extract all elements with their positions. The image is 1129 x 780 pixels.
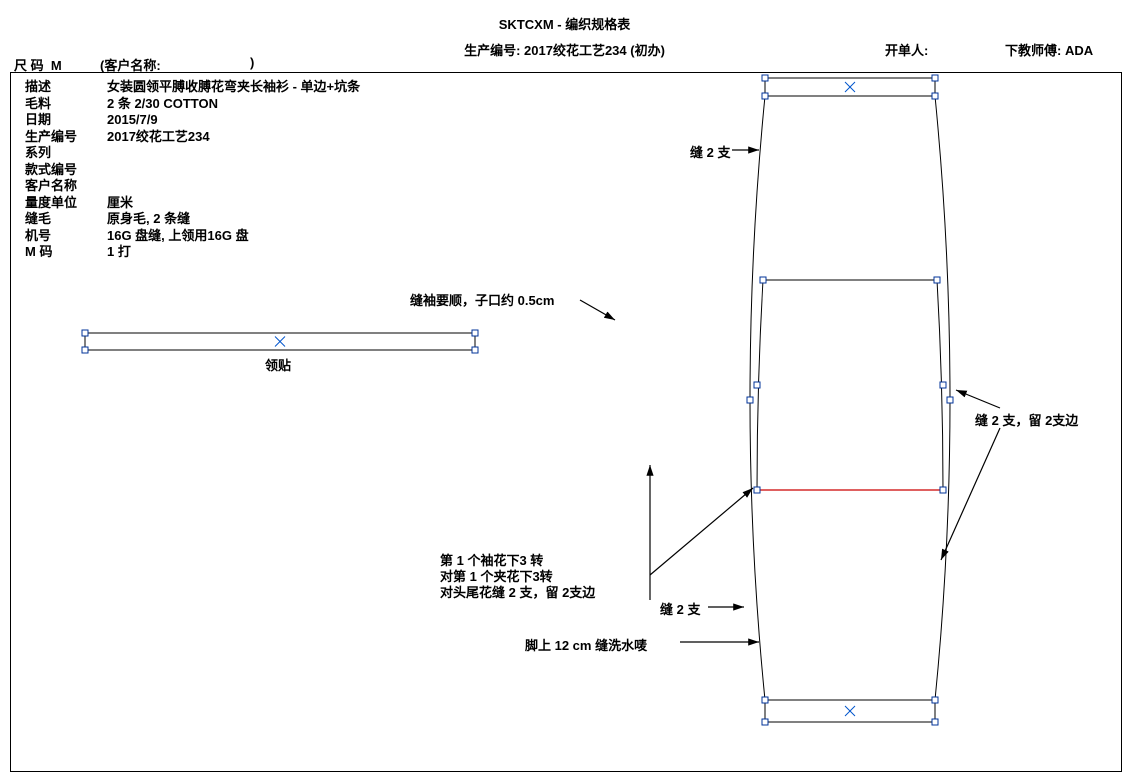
collar-label: 领贴 (265, 355, 291, 374)
right-side-note: 缝 2 支，留 2支边 (975, 410, 1078, 429)
flower-note-2: 对第 1 个夹花下3转 (440, 569, 595, 585)
flower-note-1: 第 1 个袖花下3 转 (440, 553, 595, 569)
sleeve-note: 缝袖要顺，子口约 0.5cm (410, 290, 554, 309)
top-side-note: 缝 2 支 (690, 142, 730, 161)
flower-note-3: 对头尾花缝 2 支，留 2支边 (440, 585, 595, 601)
bottom-note: 脚上 12 cm 缝洗水唛 (525, 635, 647, 654)
flower-notes: 第 1 个袖花下3 转 对第 1 个夹花下3转 对头尾花缝 2 支，留 2支边 (440, 553, 595, 601)
mid-side-note: 缝 2 支 (660, 599, 700, 618)
garment-diagram (0, 0, 1129, 780)
